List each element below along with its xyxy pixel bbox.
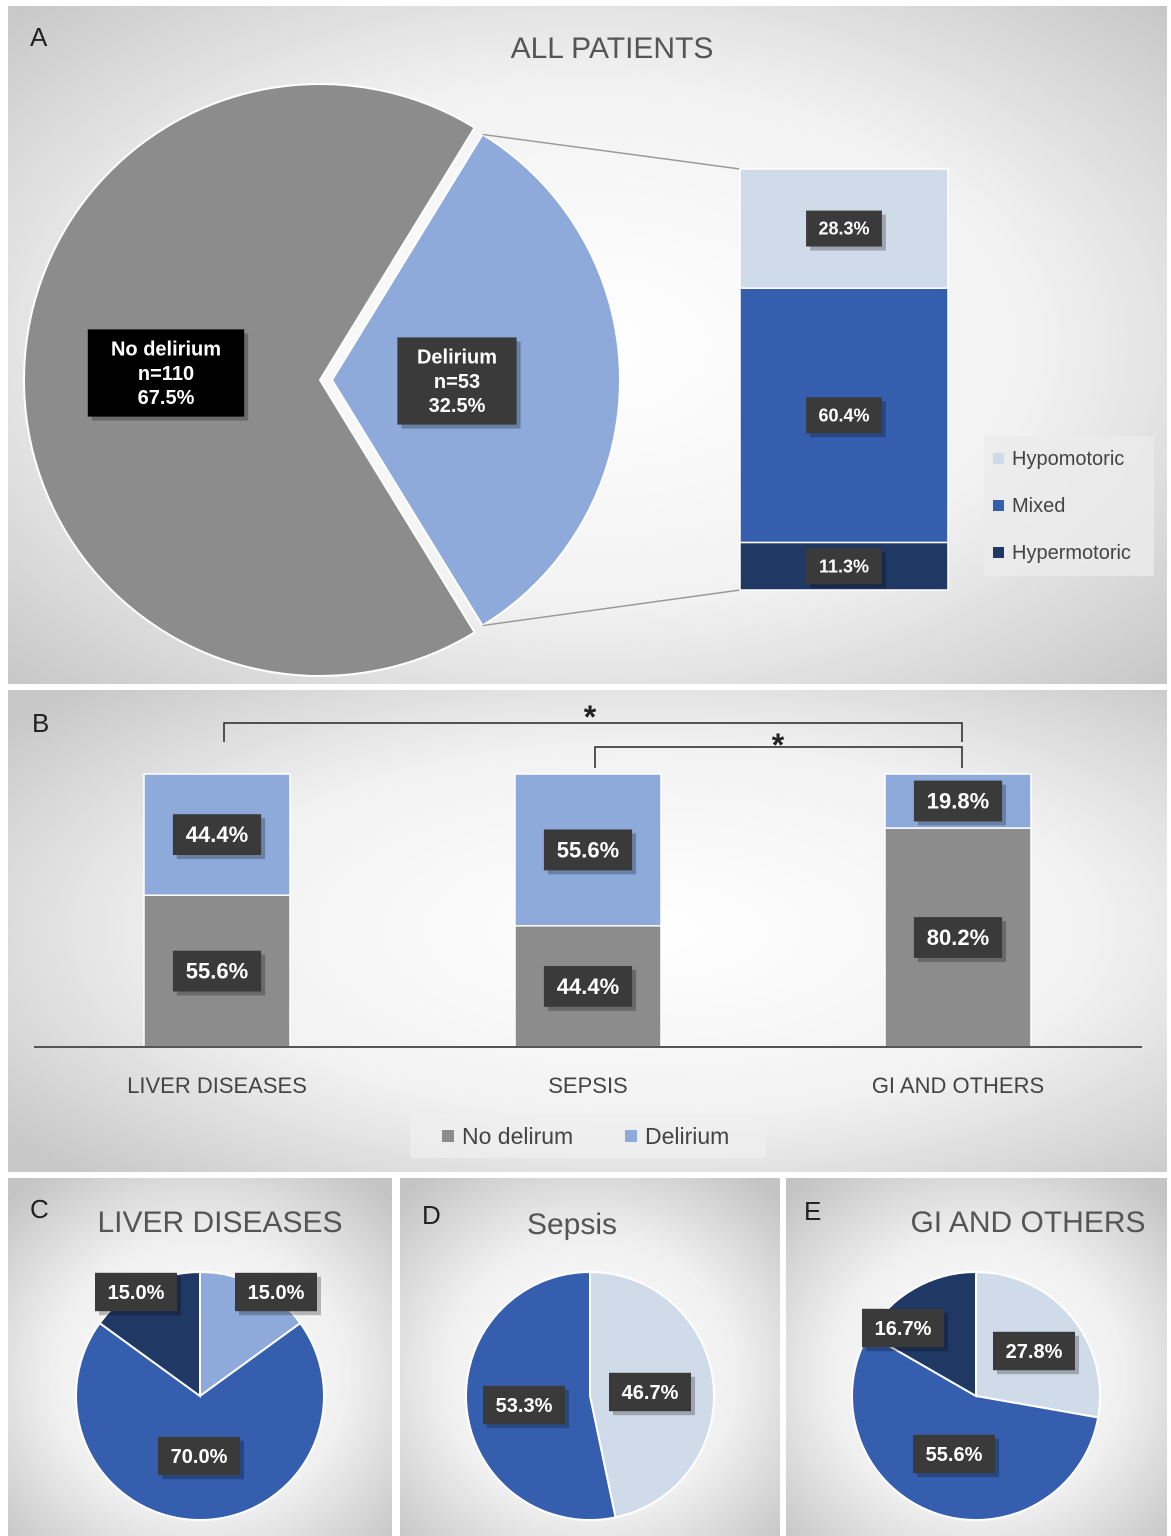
pie-label-mixed-box <box>483 1385 565 1425</box>
panel-d-chart: D Sepsis 46.7% 53.3% <box>400 1178 780 1536</box>
bar-data-label-box <box>913 780 1003 822</box>
panel-b: B LIVER DISEASES SEPSIS GI AND OTHERS 55.6%… <box>8 690 1167 1172</box>
legend-swatch-mixed <box>993 500 1004 511</box>
bar-data-label-text: 80.2% <box>927 925 989 950</box>
panel-e: E GI AND OTHERS 27.8% 55.6% 16.7% <box>786 1178 1167 1536</box>
legend-label-delirium: Delirium <box>645 1123 729 1149</box>
legend-label-no-delirium: No delirum <box>462 1123 573 1149</box>
label-delirium-text: 32.5% <box>429 395 486 417</box>
pie-label-mixed-box <box>158 1436 240 1476</box>
bar-label-hypomotoric-box <box>806 210 882 247</box>
pie-label-mixed-box <box>913 1434 995 1474</box>
legend-background <box>410 1114 766 1158</box>
panel-letter: B <box>32 708 49 738</box>
bar-label-hypomotoric-text: 28.3% <box>818 219 869 239</box>
pie-label-hypomotoric-box <box>609 1372 691 1412</box>
pie-slice-mixed <box>75 1321 325 1521</box>
label-delirium-text: n=53 <box>434 371 480 393</box>
label-delirium-text: Delirium <box>417 346 497 368</box>
panel-e-chart: E GI AND OTHERS 27.8% 55.6% 16.7% <box>786 1178 1167 1536</box>
legend-label-hypomotoric: Hypomotoric <box>1012 448 1124 470</box>
bar-data-label-box <box>543 965 633 1007</box>
pie-group: 15.0% 70.0% 15.0% <box>75 1270 325 1521</box>
panel-a: A ALL PATIENTS No delirium n=110 67.5% Deli… <box>8 6 1167 684</box>
bar-label-hypermotoric-box <box>806 548 882 585</box>
x-tick-label: GI AND OTHERS <box>872 1073 1044 1098</box>
bar-data-label-text: 55.6% <box>557 837 619 862</box>
x-tick-label: SEPSIS <box>548 1073 627 1098</box>
panel-c-chart: C LIVER DISEASES 15.0% 70.0% 15.0% <box>8 1178 392 1536</box>
legend: No delirum Delirium <box>410 1114 766 1158</box>
panel-c: C LIVER DISEASES 15.0% 70.0% 15.0% <box>8 1178 392 1536</box>
pie-label-mixed-text: 53.3% <box>496 1395 553 1417</box>
pie-label-hypermotoric-box <box>862 1308 944 1348</box>
panel-letter: D <box>422 1200 441 1230</box>
bracket-liver-vs-gi <box>223 722 963 742</box>
label-no-delirium-text: n=110 <box>138 363 194 385</box>
legend-label-hypermotoric: Hypermotoric <box>1012 542 1131 564</box>
bar-data-label-box <box>913 917 1003 958</box>
bar-data-label-text: 44.4% <box>186 822 248 847</box>
pie-slice-mixed <box>851 1332 1100 1521</box>
bar-data-label-text: 19.8% <box>927 789 989 814</box>
bar-data-label-text: 55.6% <box>186 959 248 984</box>
label-delirium-box <box>397 337 517 425</box>
legend: Hypomotoric Mixed Hypermotoric <box>984 436 1154 576</box>
panel-letter: C <box>30 1194 49 1224</box>
x-tick-label: LIVER DISEASES <box>127 1073 307 1098</box>
stacked-bar-group: 11.3% 60.4% 28.3% <box>739 168 949 591</box>
significance-star: * <box>772 727 785 763</box>
pie-label-hypermotoric-box <box>95 1272 177 1312</box>
label-no-delirium-text: 67.5% <box>138 387 195 409</box>
pie-label-hypomotoric-text: 27.8% <box>1006 1341 1063 1363</box>
legend-swatch-hypermotoric <box>993 547 1004 558</box>
significance-brackets: ** <box>223 699 963 768</box>
chart-title: ALL PATIENTS <box>511 32 714 65</box>
label-no-delirium-box <box>87 329 245 417</box>
panel-d: D Sepsis 46.7% 53.3% <box>400 1178 780 1536</box>
bracket-sepsis-vs-gi <box>594 746 963 768</box>
pie-label-delirium-text: 15.0% <box>248 1282 305 1304</box>
panel-b-chart: B LIVER DISEASES SEPSIS GI AND OTHERS 55.6%… <box>8 690 1167 1172</box>
bar-label-hypermotoric-text: 11.3% <box>819 556 869 576</box>
connector-line-bottom <box>482 589 741 627</box>
connector-line-top <box>482 133 741 170</box>
legend-swatch-hypomotoric <box>993 453 1004 464</box>
bar-data-label-box <box>543 829 633 871</box>
pie-label-hypermotoric-text: 16.7% <box>875 1318 932 1340</box>
pie-label-hypomotoric-text: 46.7% <box>622 1382 679 1404</box>
legend-swatch-delirium <box>625 1130 637 1142</box>
pie-group: 27.8% 55.6% 16.7% <box>851 1270 1101 1521</box>
panel-letter: E <box>804 1196 821 1226</box>
chart-title: Sepsis <box>527 1208 617 1241</box>
bar-group: LIVER DISEASES SEPSIS GI AND OTHERS 55.6% 44… <box>34 773 1142 1098</box>
pie-group: 46.7% 53.3% <box>465 1270 715 1521</box>
bar-label-mixed-box <box>806 397 882 434</box>
slice-no-delirium <box>22 83 477 677</box>
pie-label-mixed-text: 55.6% <box>926 1444 983 1466</box>
label-no-delirium-text: No delirium <box>111 338 221 360</box>
chart-title: GI AND OTHERS <box>910 1206 1145 1239</box>
bar-data-label-text: 44.4% <box>557 974 619 999</box>
legend-label-mixed: Mixed <box>1012 495 1065 517</box>
bar-data-label-box <box>172 814 262 856</box>
chart-title: LIVER DISEASES <box>97 1206 342 1239</box>
bar-label-mixed-text: 60.4% <box>818 405 869 425</box>
pie-label-hypermotoric-text: 15.0% <box>108 1282 165 1304</box>
significance-star: * <box>584 699 597 735</box>
pie-label-mixed-text: 70.0% <box>171 1446 228 1468</box>
legend-swatch-no-delirium <box>442 1130 454 1142</box>
panel-letter: A <box>30 22 48 52</box>
bar-data-label-box <box>172 950 262 992</box>
pie-label-hypomotoric-box <box>993 1331 1075 1371</box>
legend-background <box>984 436 1154 576</box>
pie-label-delirium-box <box>235 1272 317 1312</box>
